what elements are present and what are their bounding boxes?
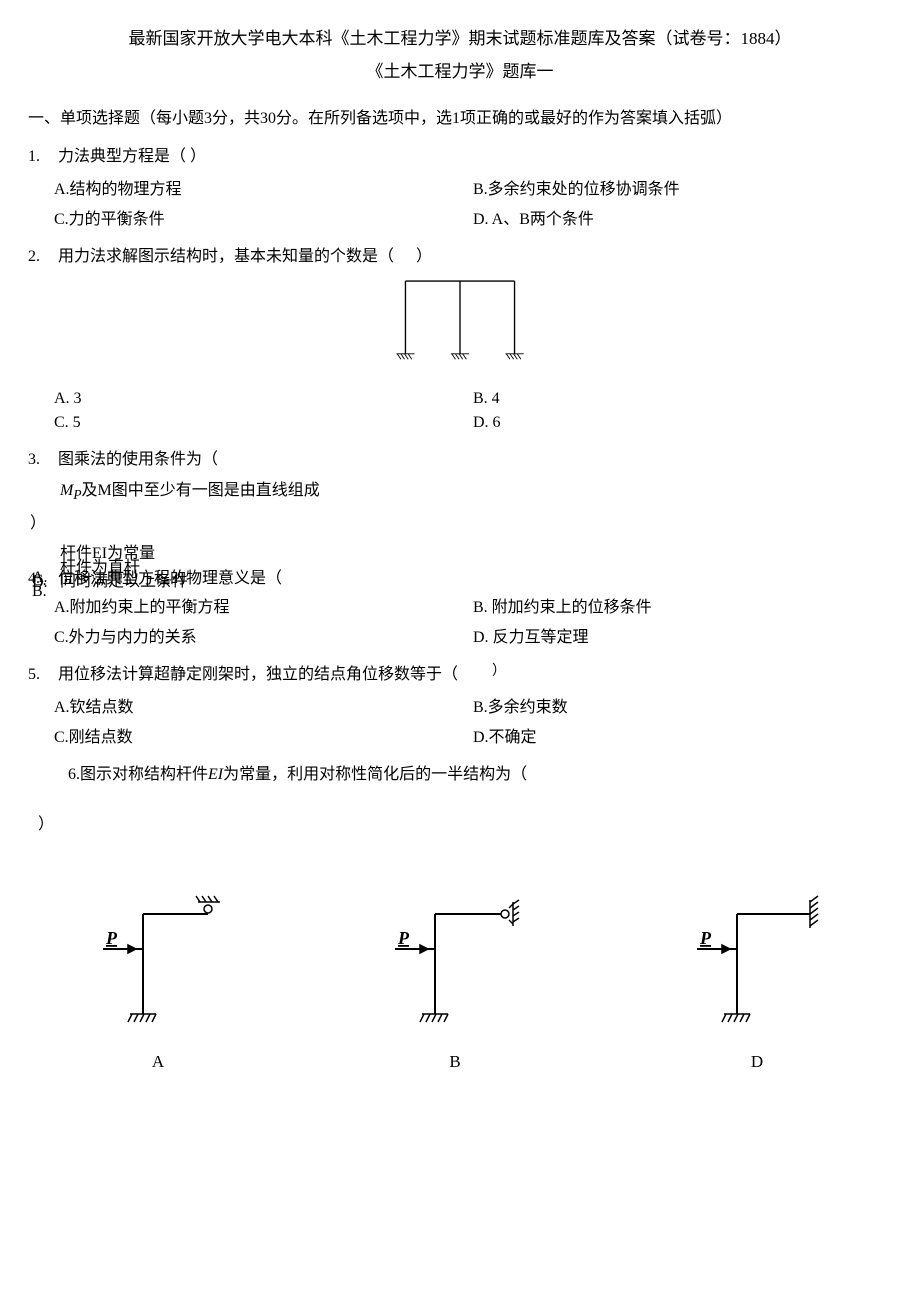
q5-opt-d: D.不确定 <box>473 720 892 750</box>
question-3: 3. 图乘法的使用条件为（ MP及M图中至少有一图是由直线组成 ） 杆件EI为常… <box>28 445 892 562</box>
q2-opt-a: A. 3 <box>54 387 473 411</box>
q2-opt-d: D. 6 <box>473 411 892 435</box>
q5-opt-c: C.刚结点数 <box>54 720 473 750</box>
q1-opt-c: C.力的平衡条件 <box>54 202 473 232</box>
svg-text:P: P <box>105 928 118 948</box>
q3-letter-d: D. <box>60 556 892 562</box>
q6-label-a: A <box>88 1052 228 1072</box>
q6-label-d: D <box>682 1052 832 1072</box>
q1-opt-d: D. A、B两个条件 <box>473 202 892 232</box>
q4-opt-d: D. 反力互等定理 <box>473 620 892 650</box>
q5-paren: ） <box>492 664 506 679</box>
q6-label-b: B <box>380 1052 530 1072</box>
page-title-2: 《土木工程力学》题库一 <box>28 57 892 82</box>
q2-text: 用力法求解图示结构时，基本未知量的个数是（ <box>58 248 394 265</box>
q2-opt-b: B. 4 <box>473 387 892 411</box>
svg-text:P: P <box>699 928 712 948</box>
q3-line-0: MP及M图中至少有一图是由直线组成 <box>60 473 892 506</box>
q6-figures: P A <box>88 894 832 1072</box>
q5-opt-a: A.钦结点数 <box>54 690 473 720</box>
page-title-1: 最新国家开放大学电大本科《土木工程力学》期末试题标准题库及答案（试卷号：1884… <box>28 24 892 49</box>
question-2: 2. 用力法求解图示结构时，基本未知量的个数是（ ） A. 3 B. 4 C. <box>28 242 892 435</box>
q1-opt-b: B.多余约束处的位移协调条件 <box>473 172 892 202</box>
q2-num: 2. <box>28 248 54 266</box>
q6-fig-b: P B <box>380 894 530 1072</box>
q4-opt-c: C.外力与内力的关系 <box>54 620 473 650</box>
q5-opt-b: B.多余约束数 <box>473 690 892 720</box>
q4-opt-b: B. 附加约束上的位移条件 <box>473 590 892 620</box>
question-6: 6.图示对称结构杆件EI为常量，利用对称性简化后的一半结构为（ ） <box>28 760 892 834</box>
q6-paren: ） <box>38 810 892 834</box>
section1-heading: 一、单项选择题（每小题3分，共30分。在所列备选项中，选1项正确的或最好的作为答… <box>28 104 892 128</box>
q1-opt-a: A.结构的物理方程 <box>54 172 473 202</box>
q4-opt-a: A.附加约束上的平衡方程 <box>54 590 473 620</box>
q3-text: 图乘法的使用条件为（ <box>58 451 218 468</box>
q2-paren: ） <box>416 248 432 265</box>
q5-text: 用位移法计算超静定刚架时，独立的结点角位移数等于（ <box>58 666 458 683</box>
question-5: 5. 用位移法计算超静定刚架时，独立的结点角位移数等于（ ） A.钦结点数 B.… <box>28 660 892 750</box>
q3-paren: ） <box>30 506 892 536</box>
q5-num: 5. <box>28 666 54 684</box>
q6-fig-a: P A <box>88 894 228 1072</box>
q6-text: 6.图示对称结构杆件EI为常量，利用对称性简化后的一半结构为（ <box>68 766 527 783</box>
svg-text:P: P <box>397 928 410 948</box>
q6-fig-d: P D <box>682 894 832 1072</box>
q2-opt-c: C. 5 <box>54 411 473 435</box>
q2-diagram <box>28 272 892 377</box>
q3-line-3: 同时满足以上条件 <box>60 564 892 594</box>
q1-num: 1. <box>28 148 54 166</box>
q1-text: 力法典型方程是（ ） <box>58 148 206 165</box>
q3-num: 3. <box>28 451 54 469</box>
question-1: 1. 力法典型方程是（ ） A.结构的物理方程 B.多余约束处的位移协调条件 C… <box>28 142 892 232</box>
